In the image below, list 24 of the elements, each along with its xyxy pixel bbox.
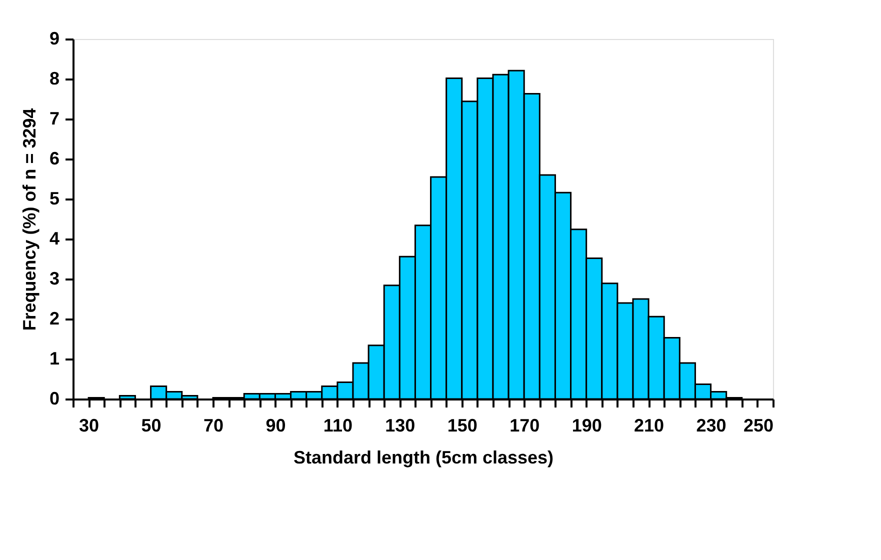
x-tick-label: 130: [385, 416, 416, 436]
y-tick-label: 5: [49, 188, 60, 208]
y-tick-label: 4: [49, 228, 60, 248]
x-axis-title: Standard length (5cm classes): [293, 448, 554, 468]
y-tick-label: 7: [49, 108, 60, 128]
x-tick-label: 90: [266, 416, 286, 436]
y-tick-label: 0: [49, 388, 60, 408]
y-tick-label: 1: [49, 348, 60, 368]
y-tick-label: 9: [49, 28, 60, 48]
x-tick-label: 190: [572, 416, 602, 436]
y-tick-label: 2: [49, 308, 60, 328]
x-tick-label: 230: [696, 416, 726, 436]
x-tick-label: 170: [510, 416, 540, 436]
x-tick-label: 150: [447, 416, 478, 436]
y-axis-title: Frequency (%) of n = 3294: [19, 108, 40, 331]
x-tick-label: 70: [203, 416, 224, 436]
y-tick-label: 8: [49, 68, 60, 88]
y-tick-label: 3: [49, 268, 60, 288]
x-tick-label: 210: [634, 416, 664, 436]
y-tick-label: 6: [49, 148, 60, 168]
x-tick-label: 50: [141, 416, 162, 436]
x-tick-label: 250: [743, 416, 774, 436]
x-tick-label: 30: [79, 416, 100, 436]
x-tick-label: 110: [323, 416, 352, 436]
